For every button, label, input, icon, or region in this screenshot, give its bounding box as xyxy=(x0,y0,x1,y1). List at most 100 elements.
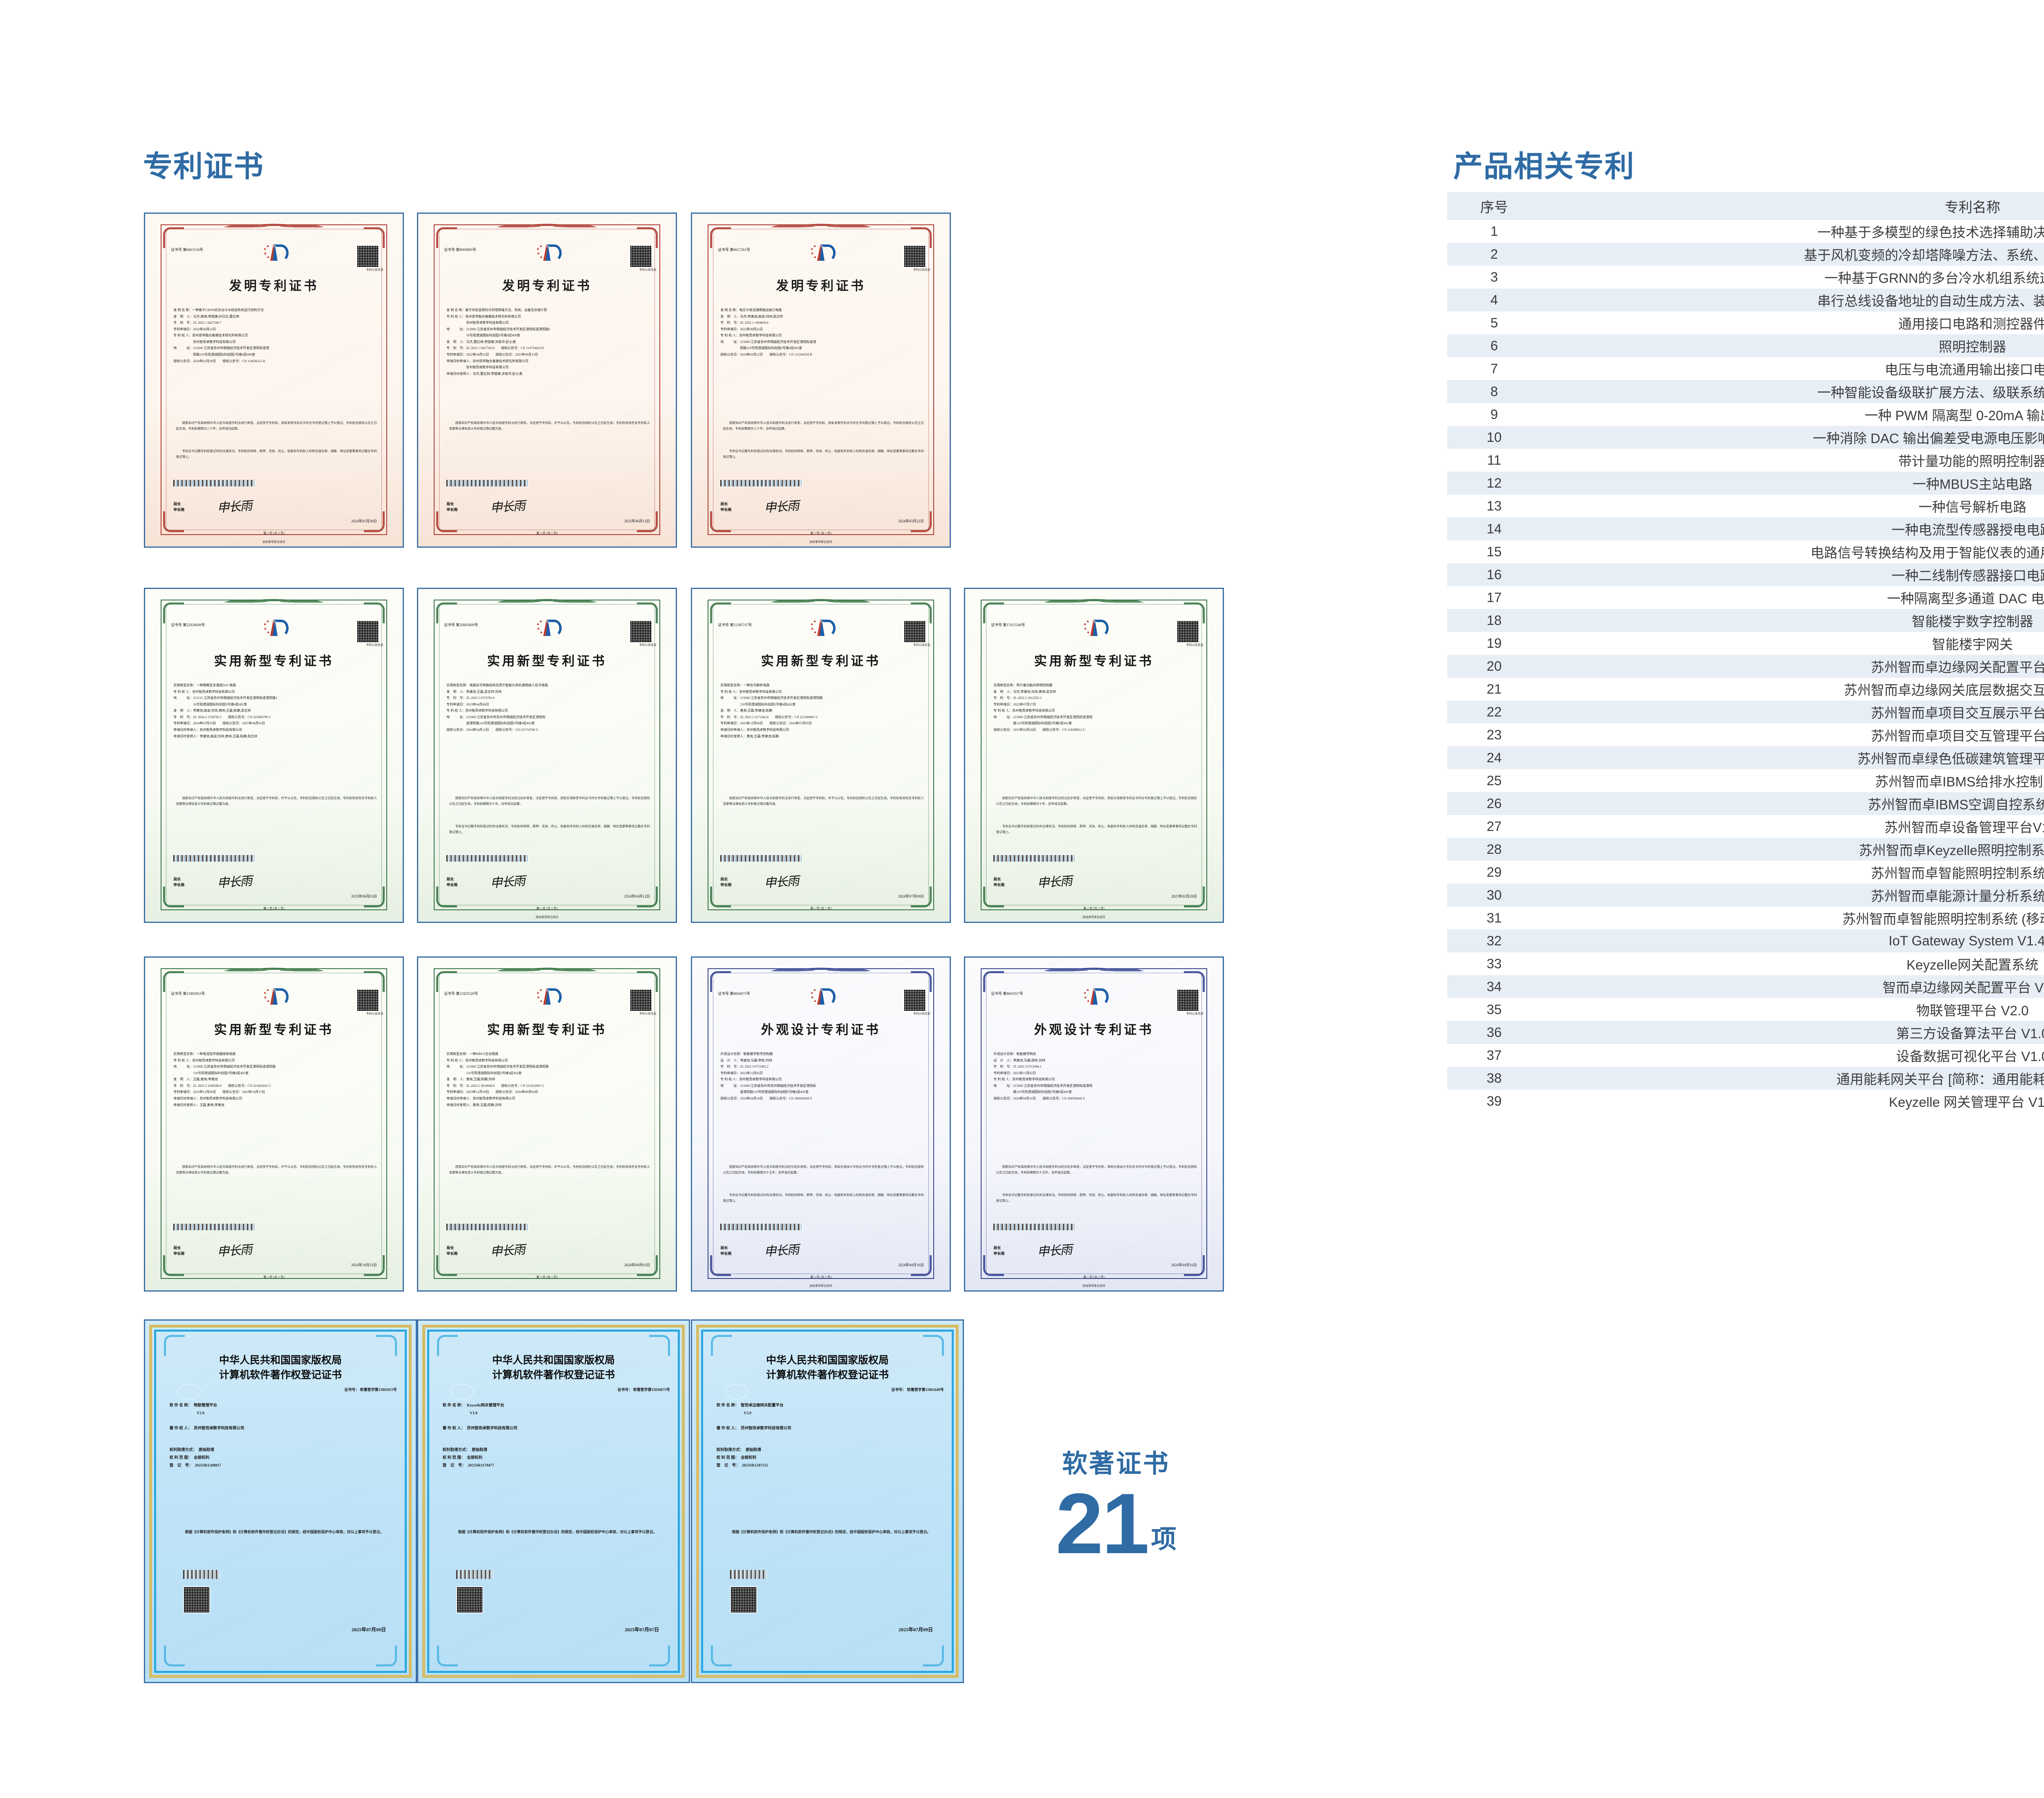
certificate-number: 证书号 第17615348号 xyxy=(991,623,1025,627)
field-line: 申请日时发明人：李建池;高波;刘炜;黄亮;王磊;陈鹏;吴志祥 xyxy=(173,734,258,738)
cell-patent-name: 苏州智而卓智能照明控制系统 (移动端) V1.0 xyxy=(1842,911,2044,927)
field-line: 申请日时申请人：苏州智而卓数字科技有限公司 xyxy=(446,1097,515,1101)
certificate-title: 发明专利证书 xyxy=(502,278,592,293)
corner-flourish-bl xyxy=(164,1646,185,1666)
qr-code xyxy=(1177,988,1200,1012)
corner-flourish-tr xyxy=(376,1335,397,1356)
cell-patent-name: 电压与电流通用输出接口电路 xyxy=(1885,362,2044,377)
table-row: 1一种基于多模型的绿色技术选择辅助决策方法和系统发明 xyxy=(1447,220,2044,243)
field-line: 专利申请日：2023年04月06日 xyxy=(446,702,489,706)
certificate-thumbnail[interactable]: 证书号 第20845809号 专利公告信息 实用新型专利证书 实用新型名称：电路信号转… xyxy=(417,588,677,923)
certificate-page-indicator: 第 1 页 (共 2 页) xyxy=(536,906,558,910)
decorative-frame xyxy=(433,598,661,910)
director-label-block: 局长 申长雨 xyxy=(720,1245,731,1256)
decorative-frame xyxy=(433,966,661,1279)
certificate-number: 证书号 第20845809号 xyxy=(444,623,478,627)
meander-border xyxy=(696,1325,959,1678)
table-row: 12一种MBUS主站电路实用新型 xyxy=(1447,472,2044,495)
field-line: 地 址：215000 江苏省苏州市相城经济技术开发区澄阳街道澄阳路1 xyxy=(446,327,551,331)
table-row: 29苏州智而卓智能照明控制系统V1.0软著 xyxy=(1447,861,2044,884)
issue-date: 2024年04月16日 xyxy=(898,1263,924,1267)
field-line: 专利申请日：2023年11月02日 xyxy=(720,1071,763,1075)
cell-index: 27 xyxy=(1486,819,1502,834)
director-name: 申长雨 xyxy=(173,507,185,512)
corner-flourish-bl xyxy=(710,511,731,532)
cell-patent-name: 一种MBUS主站电路 xyxy=(1912,477,2033,492)
certificate-thumbnail[interactable]: 证书号 第21883853号 专利公告信息 实用新型专利证书 实用新型名称：一种电流型… xyxy=(144,956,404,1292)
field-line: 实用新型名称：一种信号解析电路 xyxy=(720,683,770,687)
cell-patent-name: 智能楼宇网关 xyxy=(1932,637,2013,652)
director-label-block: 局长 申长雨 xyxy=(173,1245,184,1256)
certificate-title: 实用新型专利证书 xyxy=(1034,654,1154,668)
cnipa-emblem-icon xyxy=(263,619,289,637)
cell-patent-name: Keyzelle 网关管理平台 V1.0 xyxy=(1889,1095,2044,1110)
table-row: 6照明控制器发明 xyxy=(1447,334,2044,357)
cell-patent-name: 物联管理平台 V2.0 xyxy=(1916,1003,2029,1018)
field-line: 实用新型名称：一种电流型传感器授电电路 xyxy=(173,1052,236,1056)
heading-line-2: 计算机软件著作权登记证书 xyxy=(766,1369,889,1381)
certificate-thumbnail[interactable]: 证书号 第6661534号 专利公告信息 发明专利证书发 明 名 称：一种基于GRN… xyxy=(144,213,404,548)
corner-flourish-br xyxy=(637,1255,658,1276)
cell-index: 9 xyxy=(1490,407,1498,422)
corner-flourish-br xyxy=(637,511,658,532)
certificate-thumbnail[interactable]: 中华人民共和国国家版权局 计算机软件著作权登记证书 证书号： 软著登字第158368… xyxy=(417,1319,690,1683)
field-line: 地 址：215000 江苏省苏州市相城经济技术开发区澄阳街道澄 xyxy=(173,346,269,350)
certificate-thumbnail[interactable]: 证书号 第21825528号 专利公告信息 实用新型专利证书 实用新型名称：一种MBU… xyxy=(417,956,677,1292)
table-row: 16一种二线制传感器接口电路实用新型 xyxy=(1447,563,2044,586)
certificate-number: 证书号 第8000883号 xyxy=(444,248,476,252)
table-row: 22苏州智而卓项目交互展示平台V1.0软著 xyxy=(1447,701,2044,723)
cell-patent-name: 基于风机变频的冷却塔降噪方法、系统、设备及存储介质 xyxy=(1804,248,2044,263)
top-ornament xyxy=(769,598,873,605)
certificate-thumbnail[interactable]: 证书号 第6617261号 专利公告信息 发明专利证书发 明 名 称：电压与电流通用… xyxy=(691,213,951,548)
corner-flourish-bl xyxy=(436,887,457,907)
field-line: 申请日时发明人：黄亮;王磊;陈鹏;刘炜 xyxy=(446,1103,502,1107)
field-line: 专利申请日：2024年07月19日 授权公告日：2025年06月03日 xyxy=(173,721,265,725)
barcode xyxy=(446,855,529,862)
legal-statement-1: 国家知识产权局依照中华人民共和国专利法进行审查，决定授予专利权，并予以公告。专利… xyxy=(176,1164,377,1174)
certificate-number: 证书号： 软著登字第15863449号 xyxy=(891,1387,944,1392)
certificate-page-indicator: 第 1 页 (共 2 页) xyxy=(263,531,285,535)
qr-code-label: 专利公告信息 xyxy=(639,643,657,647)
corner-flourish-bl xyxy=(163,1255,184,1276)
issue-date: 2025年06月13日 xyxy=(624,519,650,523)
certificate-thumbnail[interactable]: 证书号 第8603527号 专利公告信息 外观设计专利证书 外观设计名称：智能楼宇网关… xyxy=(964,956,1224,1292)
director-label: 局长 xyxy=(173,1246,181,1250)
corner-flourish-br xyxy=(376,1646,397,1666)
table-row: 30苏州智而卓能源计量分析系统V1.0软著 xyxy=(1447,884,2044,907)
legal-statement-2: 专利证书记载专利权登记时的法律状况。专利权的转移、质押、无效、终止、恢复和专利权… xyxy=(996,824,1197,834)
field-line: 权利取得方式： 原始取得 xyxy=(716,1448,761,1452)
field-line: 权 利 范 围： 全部权利 xyxy=(716,1455,756,1460)
director-label: 局长 xyxy=(720,502,728,506)
corner-flourish-br xyxy=(1183,1255,1205,1276)
certificate-thumbnail[interactable]: 证书号 第22926608号 专利公告信息 实用新型专利证书 实用新型名称：一种隔离型… xyxy=(144,588,404,923)
certificate-thumbnail[interactable]: 证书号 第8000883号 专利公告信息 发明专利证书发 明 名 称：基于风机变频的… xyxy=(417,213,677,548)
certificate-fields: 外观设计名称：智能楼宇网关设 计 人：李建池;马晨;邵昕;刘炜专 利 号：ZL … xyxy=(993,1051,1199,1102)
cell-patent-name: 一种消除 DAC 输出偏差受电源电压影响的电路及方法 xyxy=(1813,431,2044,446)
certificate-thumbnail[interactable]: 证书号 第21385747号 专利公告信息 实用新型专利证书 实用新型名称：一种信号解… xyxy=(691,588,951,923)
cell-patent-name: 智能楼宇数字控制器 xyxy=(1912,614,2033,629)
cell-patent-name: IoT Gateway System V1.4.0 xyxy=(1888,933,2044,948)
certificate-thumbnail[interactable]: 证书号 第8604075号 专利公告信息 外观设计专利证书 外观设计名称：智能楼宇数字… xyxy=(691,956,951,1292)
corner-flourish-tl xyxy=(436,971,457,992)
certificate-fields: 发 明 名 称：基于风机变频的冷却塔降噪方法、系统、设备及存储介质专 利 权 人… xyxy=(446,307,652,377)
director-label-block: 局长 申长雨 xyxy=(173,877,184,888)
certificate-title: 实用新型专利证书 xyxy=(761,654,881,668)
certificate-number: 证书号 第8604075号 xyxy=(718,992,750,996)
cell-patent-name: 第三方设备算法平台 V1.0 xyxy=(1896,1026,2044,1041)
qr-code-label: 专利公告信息 xyxy=(366,268,383,271)
certificate-thumbnail[interactable]: 中华人民共和国国家版权局 计算机软件著作权登记证书 证书号： 软著登字第158634… xyxy=(691,1319,964,1683)
cnipa-emblem-icon xyxy=(1083,619,1109,637)
director-name: 申长雨 xyxy=(173,1251,185,1256)
qr-code-label: 专利公告信息 xyxy=(639,1012,657,1015)
certificate-thumbnail[interactable]: 证书号 第17615348号 专利公告信息 实用新型专利证书 实用新型名称：带计量功能… xyxy=(964,588,1224,923)
cell-index: 14 xyxy=(1486,521,1502,536)
decorative-frame xyxy=(433,222,661,535)
field-line: 专利申请日：2023年11月02日 xyxy=(993,1071,1036,1075)
certificate-title: 实用新型专利证书 xyxy=(214,654,334,668)
certificate-thumbnail[interactable]: 中华人民共和国国家版权局 计算机软件著作权登记证书 证书号： 软著登字第158650… xyxy=(144,1319,417,1683)
issue-date: 2023年02月28日 xyxy=(1171,894,1197,898)
director-signature: 申长雨 xyxy=(764,874,799,890)
director-label: 局长 xyxy=(993,877,1001,882)
